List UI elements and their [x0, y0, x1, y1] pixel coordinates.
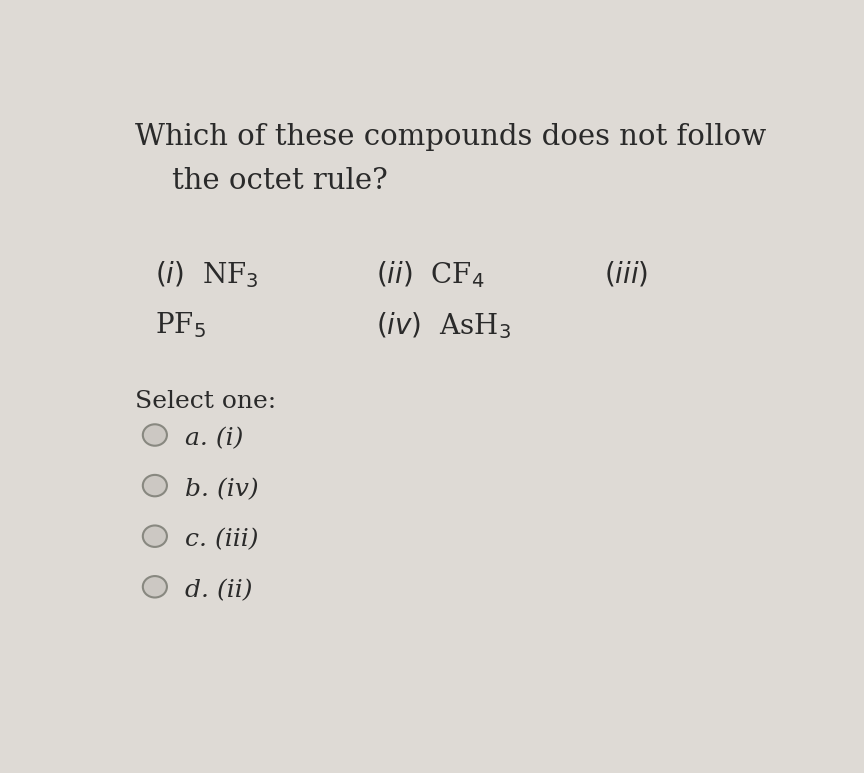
Text: $\mathit{(iii)}$: $\mathit{(iii)}$ [603, 260, 648, 288]
Circle shape [143, 526, 167, 547]
Text: Select one:: Select one: [135, 390, 276, 414]
Text: d. (ii): d. (ii) [185, 579, 252, 602]
Circle shape [143, 424, 167, 446]
Text: $\mathit{(i)}$  NF$_3$: $\mathit{(i)}$ NF$_3$ [155, 260, 258, 290]
Text: a. (i): a. (i) [185, 427, 244, 450]
Text: Which of these compounds does not follow: Which of these compounds does not follow [135, 122, 766, 151]
Circle shape [143, 475, 167, 496]
Text: c. (iii): c. (iii) [185, 529, 258, 551]
Text: the octet rule?: the octet rule? [135, 167, 388, 195]
Text: $\mathit{(ii)}$  CF$_4$: $\mathit{(ii)}$ CF$_4$ [376, 260, 485, 290]
Text: PF$_5$: PF$_5$ [155, 310, 206, 340]
Text: $\mathit{(iv)}$  AsH$_3$: $\mathit{(iv)}$ AsH$_3$ [376, 310, 511, 341]
Circle shape [143, 576, 167, 598]
Text: b. (iv): b. (iv) [185, 478, 258, 501]
